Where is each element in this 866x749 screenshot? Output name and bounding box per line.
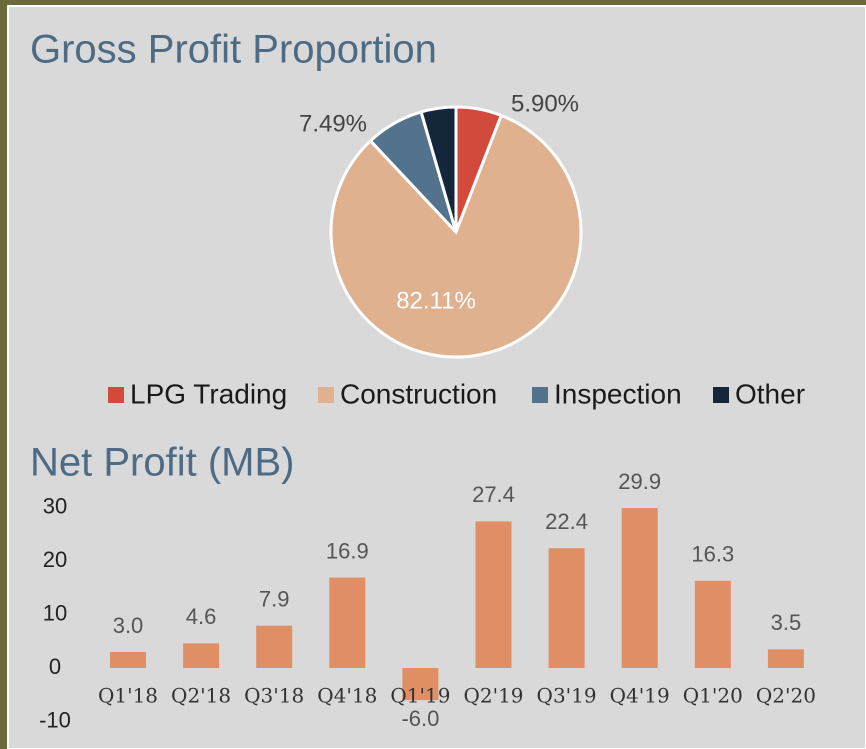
legend-swatch [318, 387, 334, 403]
data-label: 3.0 [113, 613, 144, 638]
x-tick-label: Q2'18 [171, 684, 231, 708]
legend-label: Inspection [554, 378, 682, 409]
x-tick-label: Q1'20 [683, 684, 743, 708]
data-label: 7.49% [299, 110, 367, 137]
data-label: 4.6 [186, 604, 217, 629]
legend-swatch [532, 387, 548, 403]
x-tick-label: Q2'19 [463, 684, 523, 708]
legend-swatch [713, 387, 729, 403]
bar [621, 508, 658, 668]
bar-title: Net Profit (MB) [30, 441, 294, 485]
bar [767, 649, 804, 668]
bar [183, 643, 220, 668]
x-tick-label: Q4'19 [610, 684, 670, 708]
y-tick-label: 10 [43, 600, 67, 625]
x-tick-label: Q4'18 [317, 684, 377, 708]
x-tick-label: Q1'18 [98, 684, 158, 708]
pie-slice [419, 105, 458, 233]
x-tick-label: Q2'20 [756, 684, 816, 708]
bar [475, 521, 512, 668]
data-label: 22.4 [545, 509, 588, 534]
data-label: 82.11% [396, 287, 476, 314]
data-label: 29.9 [618, 469, 661, 494]
data-label: 5.90% [511, 90, 579, 117]
y-tick-label: -10 [39, 707, 71, 732]
data-label: 3.5 [771, 610, 802, 635]
pie-title: Gross Profit Proportion [30, 28, 437, 72]
x-tick-label: Q1'19 [390, 684, 450, 708]
data-label: 16.3 [691, 542, 734, 567]
bar [548, 548, 585, 668]
bar [256, 625, 293, 668]
bar [110, 651, 146, 668]
x-tick-label: Q3'18 [244, 684, 304, 708]
data-label: -6.0 [401, 706, 439, 731]
legend-swatch [108, 387, 124, 403]
y-tick-label: 0 [49, 654, 61, 679]
data-label: 27.4 [472, 482, 515, 507]
data-label: 16.9 [326, 538, 369, 563]
x-tick-label: Q3'19 [537, 684, 597, 708]
pie-slice [329, 113, 583, 359]
y-tick-label: 20 [43, 547, 67, 572]
bar [329, 577, 366, 668]
data-label: 7.9 [259, 587, 290, 612]
legend-label: Construction [340, 378, 497, 409]
legend-label: Other [735, 378, 805, 409]
bar [402, 668, 439, 701]
bar [694, 580, 731, 668]
legend-label: LPG Trading [130, 378, 287, 409]
y-tick-label: 30 [43, 493, 67, 518]
